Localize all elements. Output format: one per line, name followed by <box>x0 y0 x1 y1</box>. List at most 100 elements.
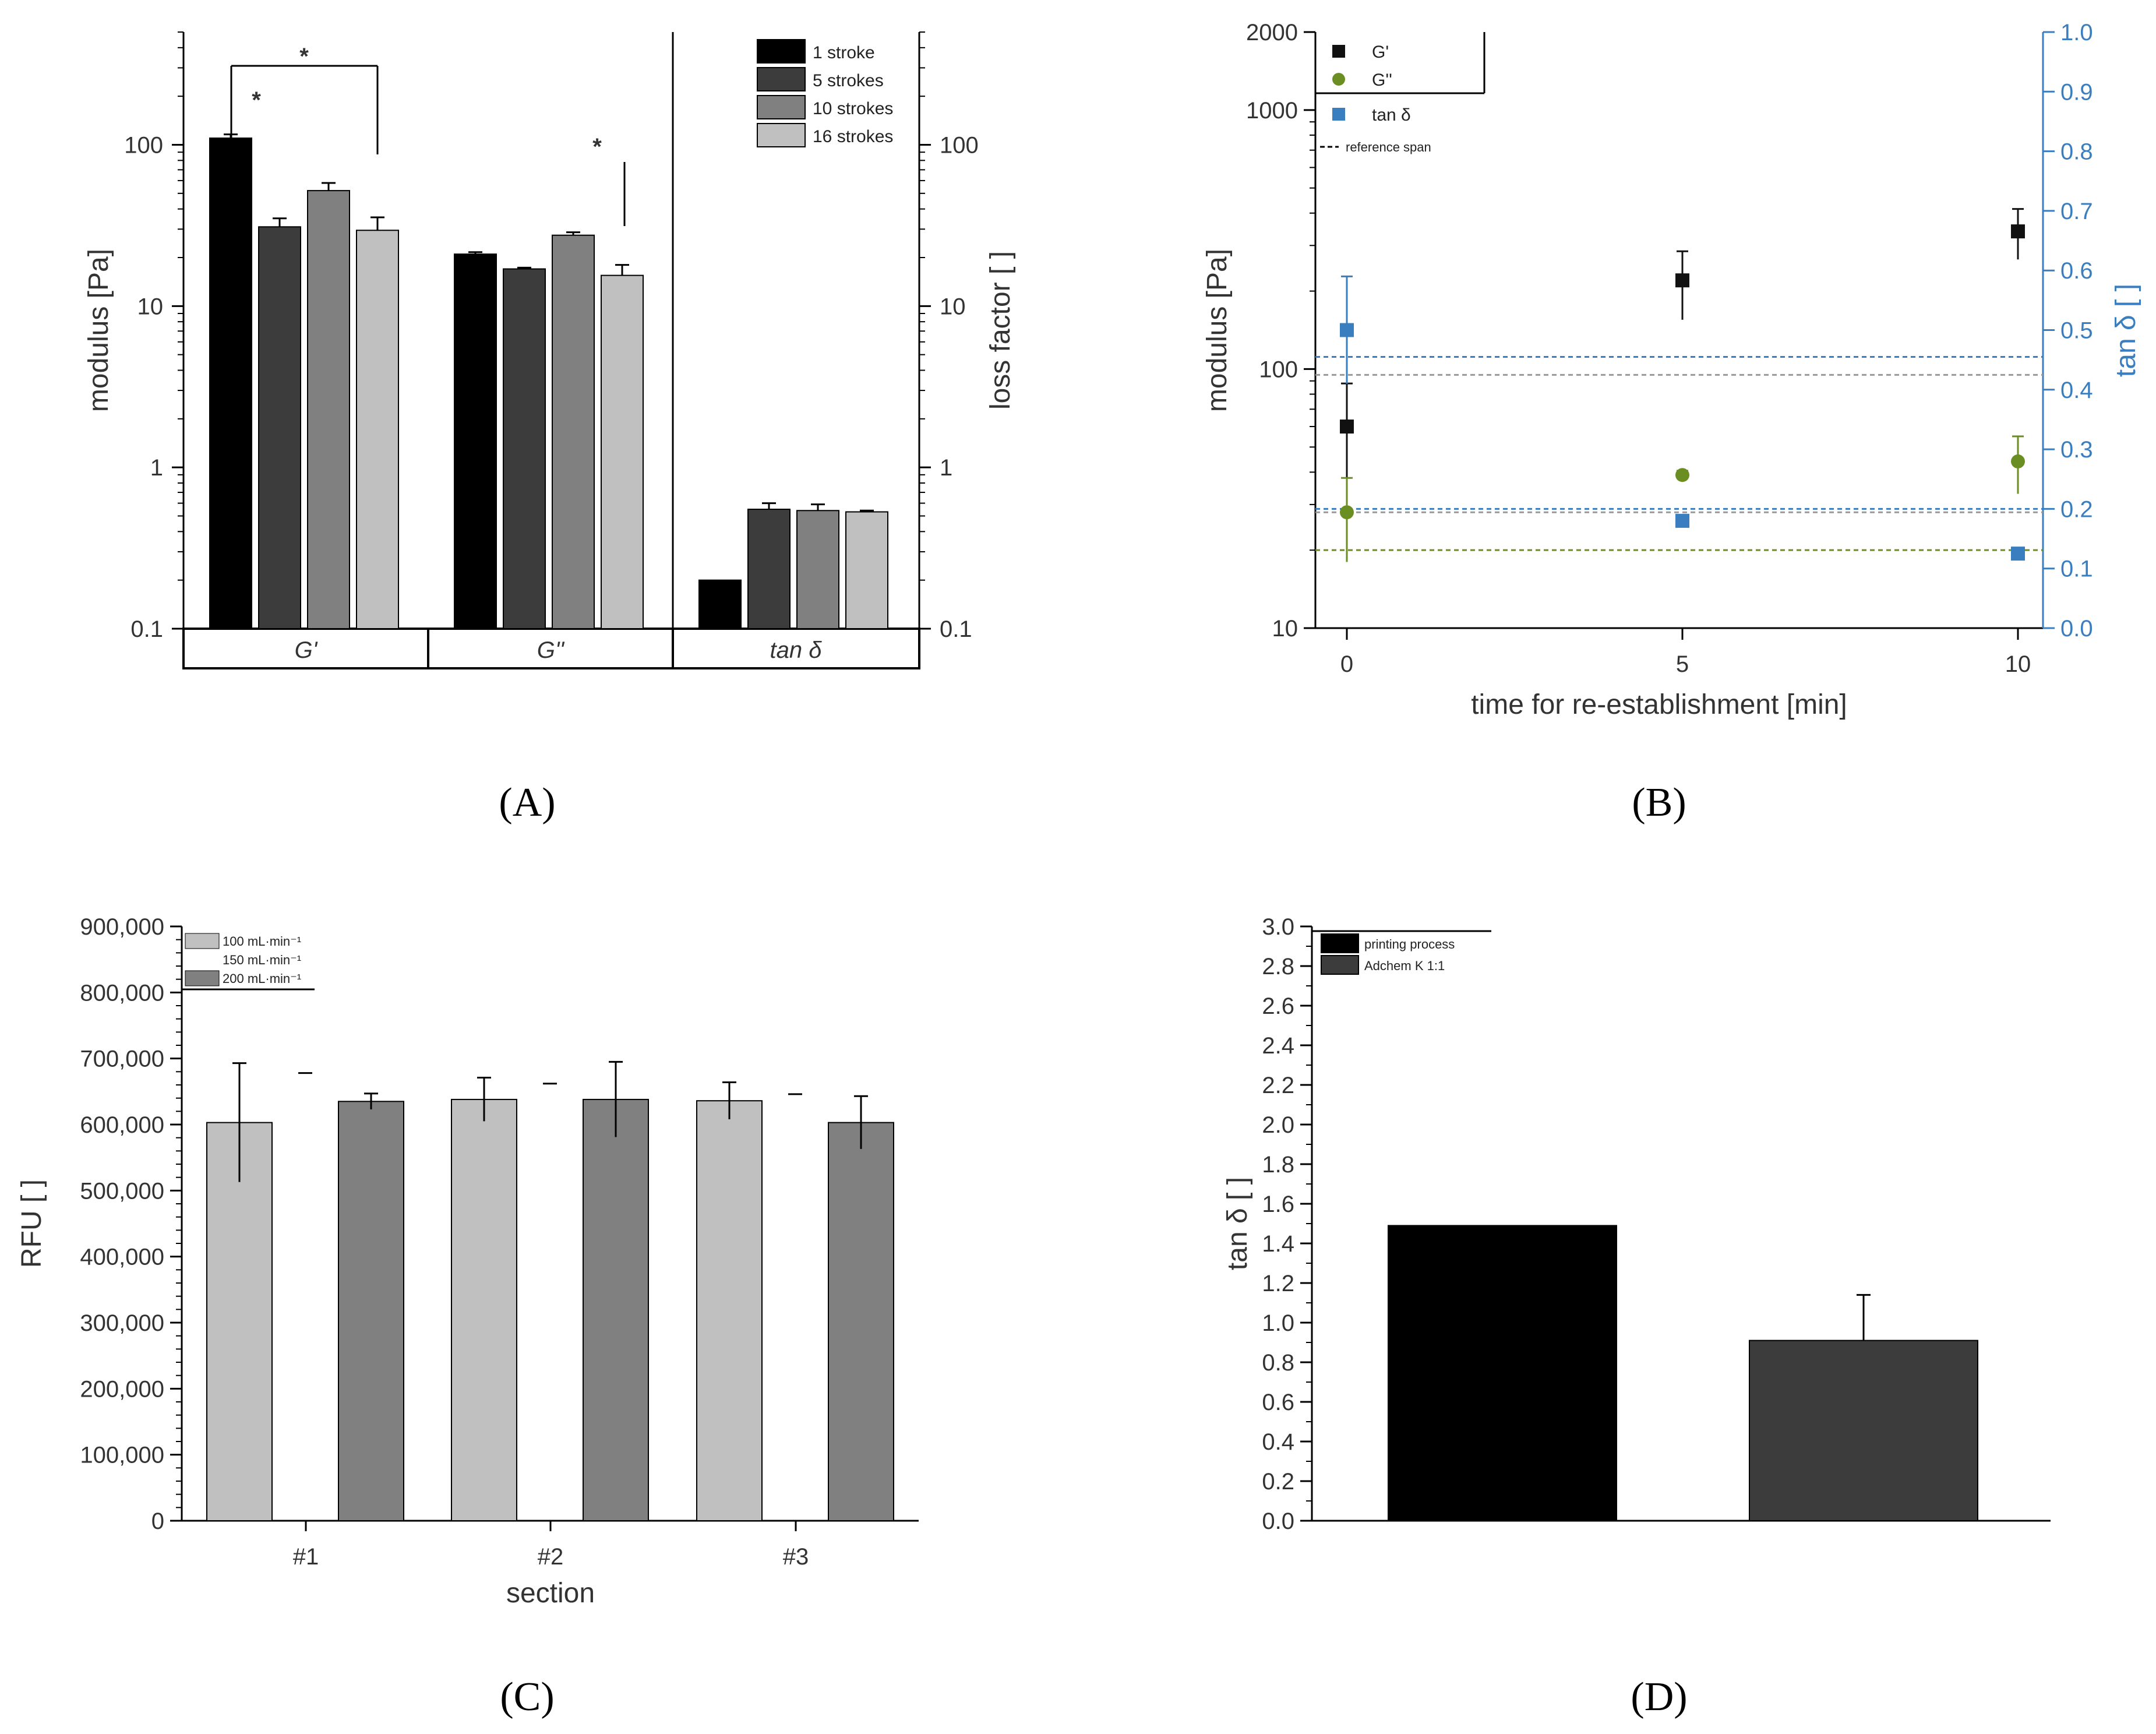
panel-a-y-tick-label: 100 <box>124 132 163 158</box>
panel-a-sig-marker: * <box>592 134 602 160</box>
panel-b-y2-tick-label: 0.0 <box>2060 616 2093 642</box>
panel-a-y2-tick-label: 0.1 <box>940 616 972 642</box>
panel-c-y-tick-label: 500,000 <box>80 1178 164 1204</box>
panel-a-y-label: modulus [Pa] <box>83 249 114 412</box>
panel-a-sig-marker: * <box>299 44 309 69</box>
panel-c-legend-swatch <box>185 951 220 968</box>
panel-d-y-tick-label: 2.0 <box>1262 1112 1294 1138</box>
panel-d-legend-label: printing process <box>1364 937 1455 951</box>
panel-d-y-tick-label: 1.4 <box>1262 1231 1294 1257</box>
panel-a-bar <box>258 226 301 629</box>
panel-c-y-tick-label: 700,000 <box>80 1046 164 1072</box>
panel-d-y-tick-label: 0.8 <box>1262 1350 1294 1376</box>
panel-d-y-tick-label: 2.2 <box>1262 1073 1294 1098</box>
panel-b-y-tick-label: 1000 <box>1246 98 1298 124</box>
panel-d-y-label: tan δ [ ] <box>1222 1177 1253 1270</box>
panel-b-point <box>1675 468 1689 482</box>
panel-b-y2-tick-label: 0.3 <box>2060 437 2093 463</box>
panel-b-point <box>1675 513 1689 528</box>
panel-a-legend-label: 5 strokes <box>813 71 884 90</box>
panel-b-legend-marker <box>1332 45 1345 58</box>
panel-a-legend-swatch <box>757 95 806 119</box>
panel-a-legend-swatch <box>757 39 806 64</box>
panel-d-legend-swatch <box>1321 933 1359 953</box>
panel-a-y-tick-label: 10 <box>137 294 164 319</box>
panel-c-y-tick-label: 200,000 <box>80 1376 164 1402</box>
panel-b-x-tick-label: 5 <box>1676 651 1689 677</box>
panel-d-label: (D) <box>1631 1675 1687 1719</box>
panel-c-y-tick-label: 900,000 <box>80 914 164 940</box>
panel-a-legend-label: 10 strokes <box>813 99 893 118</box>
panel-b-x-label: time for re-establishment [min] <box>1471 689 1847 720</box>
panel-d-y-tick-label: 3.0 <box>1262 914 1294 940</box>
panel-b-point <box>2011 454 2025 468</box>
panel-c-y-tick-label: 800,000 <box>80 980 164 1006</box>
panel-b-label: (B) <box>1632 780 1686 825</box>
panel-c-y-tick-label: 400,000 <box>80 1245 164 1270</box>
panel-a-label: (A) <box>499 780 555 825</box>
panel-b-y-tick-label: 2000 <box>1246 20 1298 45</box>
panel-c-x-tick-label: #1 <box>293 1544 319 1570</box>
panel-d-bar <box>1388 1225 1617 1521</box>
panel-a-bar <box>356 230 399 630</box>
panel-c-y-tick-label: 0 <box>151 1509 164 1534</box>
panel-a-y-tick-label: 0.1 <box>130 616 163 642</box>
panel-d-y-tick-label: 1.2 <box>1262 1271 1294 1296</box>
panel-a-y-tick-label: 1 <box>150 455 163 481</box>
panel-a-group-label: tan δ <box>770 637 823 663</box>
panel-a-bar <box>503 268 546 629</box>
panel-a-bar <box>209 138 252 630</box>
panel-a-bar <box>747 509 791 629</box>
panel-b-legend-marker <box>1332 73 1345 86</box>
panel-b-y2-tick-label: 0.2 <box>2060 496 2093 522</box>
panel-c-label: (C) <box>500 1675 554 1719</box>
panel-c-chart: 0 100,000 200,000 300,000 400,000 500,000 600,… <box>16 914 919 1609</box>
panel-b-y2-tick-label: 0.8 <box>2060 139 2093 165</box>
panel-a-bar <box>845 511 888 630</box>
panel-a-group-box <box>182 628 920 669</box>
panel-b-y2-tick-label: 0.6 <box>2060 258 2093 284</box>
panel-c-y-tick-label: 600,000 <box>80 1112 164 1138</box>
panel-a-y2-tick-label: 1 <box>940 455 952 481</box>
panel-b-legend-marker <box>1332 108 1345 121</box>
panel-a-bar <box>552 234 595 629</box>
panel-a-y2-label: loss factor [ ] <box>985 251 1016 410</box>
panel-d-chart: 0.0 0.2 0.4 0.6 0.8 1.0 1.2 1.4 1.6 1.8 2.0 2.2 2.4 2… <box>1222 914 2051 1534</box>
panel-d-y-tick-label: 0.6 <box>1262 1390 1294 1415</box>
panel-c-bar <box>451 1098 517 1521</box>
panel-b-y2-tick-label: 0.9 <box>2060 79 2093 105</box>
panel-c-x-tick-label: #2 <box>538 1544 564 1570</box>
panel-b-x-tick-label: 0 <box>1340 651 1353 677</box>
panel-c-legend-label: 150 mL·min⁻¹ <box>223 953 301 967</box>
panel-d-y-tick-label: 2.8 <box>1262 954 1294 979</box>
panel-a-bar <box>307 190 350 629</box>
panel-d-y-tick-label: 1.6 <box>1262 1192 1294 1217</box>
panel-d-y-tick-label: 0.0 <box>1262 1509 1294 1534</box>
panel-a-legend-label: 16 strokes <box>813 127 893 146</box>
panel-c-y-label: RFU [ ] <box>16 1179 47 1268</box>
panel-b-point <box>1340 323 1354 337</box>
panel-b-y2-tick-label: 0.1 <box>2060 556 2093 582</box>
panel-c-y-tick-label: 100,000 <box>80 1443 164 1468</box>
panel-d-legend-swatch <box>1321 955 1359 975</box>
panel-b-point <box>1340 420 1354 434</box>
panel-d-y-tick-label: 1.8 <box>1262 1152 1294 1178</box>
panel-c-bar <box>206 1122 273 1521</box>
panel-a-chart: 0.1 0.1 1 1 10 10 100 100 modulus [Pa] loss facto… <box>83 31 1016 669</box>
panel-b-chart: 10100100020000.00.10.20.30.40.50.60.70.8… <box>1202 20 2141 720</box>
panel-c-legend-label: 100 mL·min⁻¹ <box>223 934 301 949</box>
panel-a-bar <box>454 253 497 629</box>
panel-c-bar <box>828 1122 894 1521</box>
panel-c-x-tick-label: #3 <box>783 1544 809 1570</box>
panel-b-y-tick-label: 10 <box>1272 616 1298 642</box>
panel-b-y-label: modulus [Pa] <box>1202 249 1233 412</box>
panel-a-y2-tick-label: 100 <box>940 132 979 158</box>
panel-d-y-tick-label: 1.0 <box>1262 1310 1294 1336</box>
panel-b-point <box>1340 505 1354 520</box>
panel-b-y2-label: tan δ [ ] <box>2111 284 2141 377</box>
panel-c-bar <box>338 1101 404 1522</box>
panel-b-point <box>1675 273 1689 288</box>
panel-b-y2-tick-label: 0.5 <box>2060 318 2093 344</box>
panel-b-legend-label: tan δ <box>1372 105 1411 125</box>
